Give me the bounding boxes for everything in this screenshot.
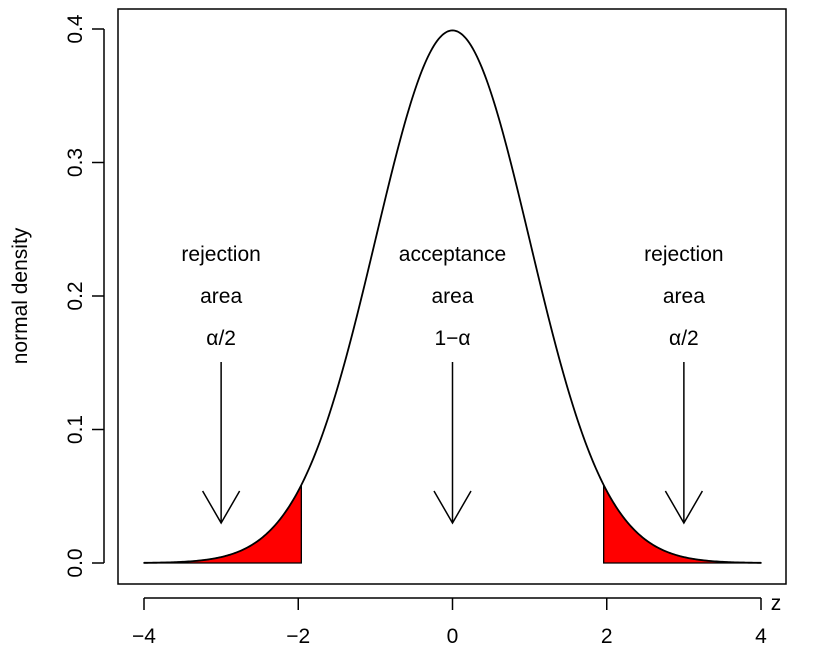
- annotation-text: area: [200, 285, 242, 308]
- annotation-text: α/2: [206, 327, 236, 350]
- annotation-text: acceptance: [399, 243, 506, 266]
- y-axis-label: normal density: [9, 227, 32, 364]
- y-tick-label: 0.2: [64, 281, 87, 310]
- x-tick-label: 4: [755, 625, 767, 648]
- x-tick-label: −4: [132, 625, 156, 648]
- x-axis-label: z: [771, 592, 782, 615]
- arrow-head: [201, 490, 241, 525]
- annotation-text: 1−α: [434, 327, 470, 350]
- plot-box: [117, 8, 787, 585]
- arrow-head: [664, 490, 704, 525]
- x-tick-label: −2: [286, 625, 310, 648]
- annotation-text: rejection: [644, 243, 723, 266]
- annotation-text: rejection: [181, 243, 260, 266]
- y-tick-label: 0.0: [64, 548, 87, 577]
- y-tick-label: 0.4: [64, 14, 87, 44]
- x-tick-label: 0: [447, 625, 459, 648]
- x-axis: −4 −2 0 2 4: [132, 597, 767, 648]
- y-tick-label: 0.3: [64, 148, 87, 177]
- annotation-text: α/2: [669, 327, 699, 350]
- annotation-text: area: [431, 285, 473, 308]
- density-curve: [143, 29, 762, 564]
- left-rejection-region: [143, 484, 302, 564]
- right-rejection-region: [603, 484, 762, 564]
- annotation-text: area: [663, 285, 705, 308]
- y-axis: 0.0 0.1 0.2 0.3 0.4: [64, 14, 105, 578]
- x-tick-label: 2: [601, 625, 613, 648]
- arrow-head: [433, 490, 472, 525]
- y-tick-label: 0.1: [64, 415, 87, 444]
